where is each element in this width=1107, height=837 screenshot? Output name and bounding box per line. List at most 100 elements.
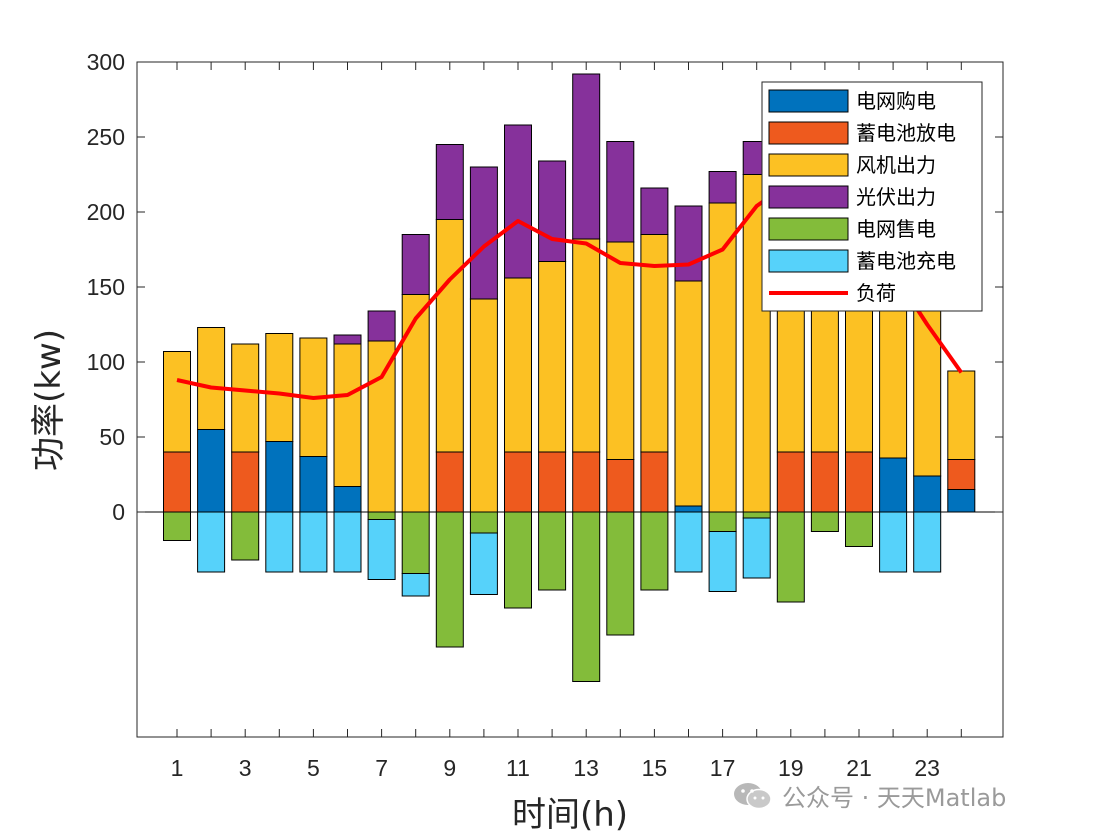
bar-segment [435, 144, 464, 220]
bar-segment [708, 531, 737, 592]
watermark: 公众号 · 天天Matlab [732, 778, 1006, 813]
bar-segment [435, 219, 464, 453]
bar-segment [572, 73, 601, 240]
x-tick-label: 23 [914, 755, 940, 781]
legend-label: 蓄电池放电 [856, 121, 956, 145]
bar-segment [879, 511, 908, 573]
bar-segment [231, 511, 260, 561]
bar-segment [845, 511, 873, 547]
bar-segment [810, 301, 839, 453]
plot-frame [136, 61, 1004, 738]
legend-swatch [768, 217, 849, 241]
bar-segment [333, 343, 362, 487]
bar-segment [401, 234, 430, 295]
wechat-icon [734, 782, 772, 809]
bar-segment [606, 459, 635, 513]
legend-label: 光伏出力 [856, 185, 936, 209]
bar-segment [913, 511, 942, 573]
legend-label: 蓄电池充电 [856, 249, 956, 273]
bar-segment [674, 205, 703, 282]
bar-segment [469, 532, 498, 595]
bar-segment [947, 459, 976, 490]
x-tick-label: 9 [443, 755, 456, 781]
bar-segment [845, 451, 873, 513]
legend-label: 风机出力 [856, 153, 936, 177]
bar-segment [231, 451, 260, 513]
bar-segment [572, 511, 601, 682]
y-axis: 0 50 100 150 200 250 300 [87, 49, 1003, 525]
legend-swatch [768, 89, 849, 113]
bar-segment [504, 277, 532, 453]
legend-swatch [768, 153, 849, 177]
legend-swatch [768, 185, 849, 209]
x-axis: 1 3 5 7 9 11 13 15 17 19 21 23 [171, 62, 962, 781]
bar-segment [333, 511, 362, 573]
y-tick-label: 250 [87, 124, 125, 150]
bar-segment [469, 511, 498, 534]
bar-segment [606, 241, 635, 460]
y-tick-label: 50 [99, 424, 125, 450]
bar-segment [947, 370, 976, 460]
x-tick-label: 11 [506, 755, 530, 781]
bar-segment [810, 511, 839, 532]
y-tick-label: 100 [87, 349, 125, 375]
bar-segment [538, 511, 567, 591]
bar-segment [776, 511, 805, 603]
bar-segment [776, 301, 805, 453]
bar-segment [469, 298, 498, 513]
bar-segment [810, 451, 839, 513]
bar-segment [197, 429, 226, 513]
bar-segment [163, 351, 191, 453]
bar-segment [197, 327, 226, 430]
y-tick-label: 200 [87, 199, 125, 225]
legend-swatch [768, 249, 849, 273]
bar-segment [674, 505, 703, 513]
bar-segment [197, 511, 226, 573]
bar-segment [913, 475, 942, 513]
bar-segment [708, 171, 737, 204]
bar-segment [674, 280, 703, 507]
bar-segment [742, 511, 771, 519]
bar-segment [572, 238, 601, 453]
bar-segment [742, 517, 771, 579]
x-tick-label: 1 [171, 755, 184, 781]
x-axis-title: 时间(h) [512, 795, 628, 835]
bar-segment [299, 511, 328, 573]
bar-segment [163, 511, 191, 541]
bar-segment [538, 160, 567, 262]
bar-segment [401, 573, 430, 597]
bar-segment [333, 334, 362, 345]
bar-segment [538, 451, 567, 513]
x-tick-label: 19 [778, 755, 804, 781]
x-tick-label: 15 [642, 755, 668, 781]
bar-segment [367, 340, 396, 513]
bar-segment [435, 511, 464, 648]
bar-segment [538, 261, 567, 453]
bar-segment [265, 333, 294, 442]
bar-segment [640, 234, 669, 453]
y-tick-label: 150 [87, 274, 125, 300]
bar-segment [504, 124, 532, 279]
bar-segment [265, 511, 294, 573]
bar-segment [845, 301, 873, 453]
bar-segment [265, 441, 294, 513]
bar-segment [504, 451, 532, 513]
bar-segment [640, 511, 669, 591]
x-tick-label: 13 [573, 755, 599, 781]
bar-segment [708, 511, 737, 532]
x-tick-label: 5 [307, 755, 320, 781]
bar-segment [640, 451, 669, 513]
x-tick-label: 7 [375, 755, 388, 781]
bar-segment [367, 511, 396, 520]
bar-segment [401, 294, 430, 513]
x-tick-label: 17 [710, 755, 736, 781]
bar-segment [879, 292, 908, 459]
bar-segment [333, 486, 362, 513]
bar-segment [674, 511, 703, 573]
y-tick-label: 0 [112, 499, 125, 525]
bar-segment [367, 310, 396, 342]
bar-segment [435, 451, 464, 513]
bar-segment [469, 166, 498, 300]
y-tick-label: 300 [87, 49, 125, 75]
